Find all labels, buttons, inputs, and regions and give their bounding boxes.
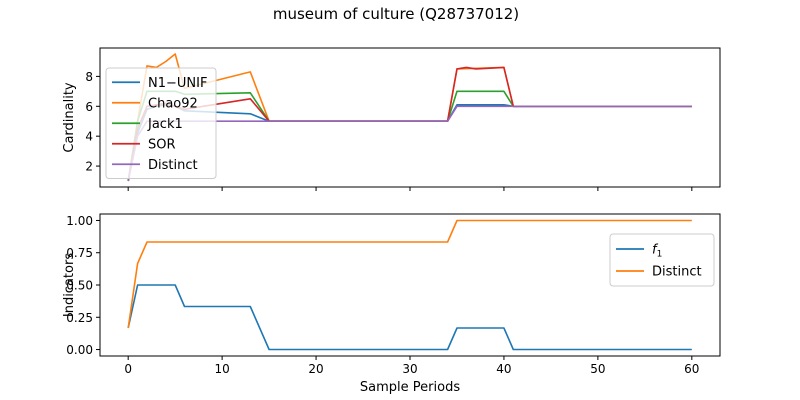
legend: N1−UNIF Chao92 Jack1 SOR Distinct — [105, 67, 217, 179]
cardinality-panel: 2 4 6 8 Cardinality N1−UNIF Chao92 Jack1 SOR Dist… — [62, 47, 721, 191]
indicators-panel: 0 10 20 30 40 50 60 0.00 0.25 0.50 0.75 1.00 Indicat… — [62, 213, 721, 395]
legend: f1 Distinct — [609, 233, 715, 287]
legend-entry-label: Jack1 — [147, 117, 183, 132]
y-axis-label: Indicators — [62, 253, 77, 317]
y-tick-label: 0.50 — [66, 279, 93, 293]
x-tick-label: 50 — [590, 362, 605, 376]
legend-entry-label: f1 — [652, 243, 662, 260]
y-tick-label: 1.00 — [66, 214, 93, 228]
legend-box — [609, 233, 715, 287]
series-line-f1 — [127, 284, 692, 351]
x-tick-label: 40 — [496, 362, 511, 376]
x-tick-label: 10 — [214, 362, 229, 376]
y-tick-label: 6 — [85, 100, 93, 114]
legend-entry-label: N1−UNIF — [148, 76, 207, 91]
y-tick-label: 2 — [85, 160, 93, 174]
x-tick-label: 60 — [684, 362, 699, 376]
y-tick-label: 4 — [85, 130, 93, 144]
y-tick-label: 8 — [85, 70, 93, 84]
x-tick-label: 30 — [402, 362, 417, 376]
series-line-distinct — [127, 219, 692, 329]
x-axis-label: Sample Periods — [360, 380, 460, 395]
x-tick-label: 0 — [124, 362, 132, 376]
x-tick-label: 20 — [308, 362, 323, 376]
y-axis-label: Cardinality — [62, 82, 77, 153]
legend-box — [105, 67, 217, 179]
legend-entry-label: Chao92 — [148, 96, 198, 111]
y-tick-label: 0.00 — [66, 343, 93, 357]
legend-entry-label: SOR — [148, 137, 176, 152]
y-tick-label: 0.75 — [66, 246, 93, 260]
legend-entry-label: Distinct — [148, 158, 198, 173]
chart-title: museum of culture (Q28737012) — [273, 5, 519, 23]
legend-entry-label: Distinct — [652, 265, 702, 280]
y-tick-label: 0.25 — [66, 311, 93, 325]
